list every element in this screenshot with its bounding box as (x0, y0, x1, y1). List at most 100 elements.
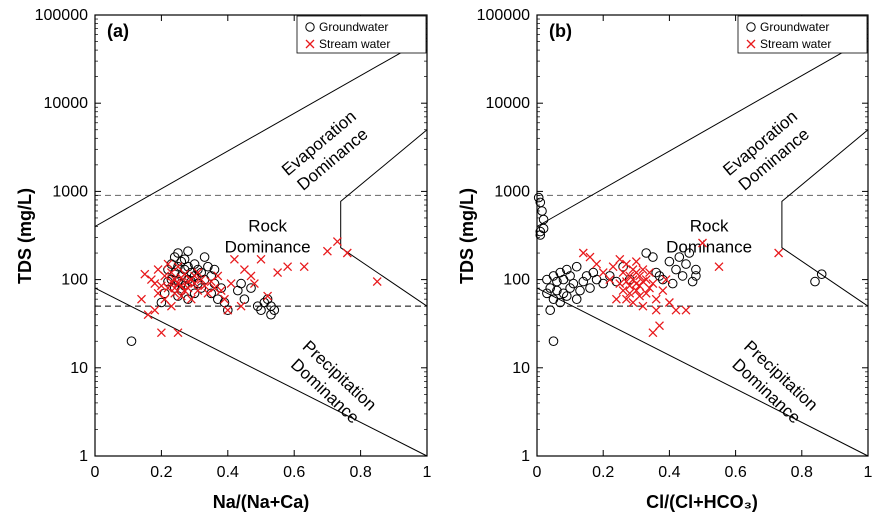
panel-b-plot-area: EvaporationDominance Rock Dominance Precipi… (477, 7, 873, 481)
panel-b-xlabel: Cl/(Cl+HCO₃) (646, 492, 758, 512)
panel-b-groundwater-point (691, 271, 701, 281)
panel-b-legend-groundwater-marker (746, 22, 756, 32)
panel-b-stream-water-point (651, 294, 661, 304)
panel-a-groundwater-point (199, 252, 210, 262)
panel-b-groundwater-point (674, 252, 685, 262)
panel-b-stream-water-point (658, 286, 668, 296)
panel-a-envelope-inner (340, 129, 428, 307)
panel-b-ytick-label: 10 (512, 360, 530, 377)
panel-b-ylabel: TDS (mg/L) (457, 188, 477, 284)
panel-a-stream-water-point (173, 262, 183, 272)
panel-b-stream-water-point (638, 265, 648, 275)
panel-a-groundwater-point (269, 305, 280, 316)
panel-a-ytick-label: 10000 (44, 95, 89, 112)
panel-b-groundwater-point (545, 283, 556, 293)
panel-a-frame (94, 14, 428, 457)
panel-a-stream-water-point (150, 305, 160, 315)
panel-a-envelope-lower (94, 287, 428, 457)
panel-b-stream-water-point (714, 262, 724, 272)
panel-a-stream-water-point (226, 279, 236, 289)
panel-b-groundwater-point (667, 278, 678, 289)
panel-b-stream-water-point (635, 271, 645, 281)
panel-a-stream-water-point (140, 269, 150, 279)
panel-a-stream-water-point (246, 271, 256, 281)
panel-b-groundwater-point (568, 278, 579, 289)
panel-a-stream-water-point (216, 286, 226, 296)
panel-b-groundwater-point (552, 276, 562, 287)
panel-b-stream-water-point (661, 275, 671, 285)
panel-a-groundwater-point (206, 288, 216, 299)
panel-b-stream-water-point (635, 291, 645, 301)
panel-b-stream-water-point (641, 275, 651, 285)
panel-b-legend: Groundwater Stream water (737, 15, 868, 54)
panel-b-groundwater-point (542, 274, 552, 285)
panel-b-stream-water-point (615, 254, 625, 264)
panel-b-groundwater-point (687, 276, 698, 287)
panel-b-xtick-label: 0.8 (791, 464, 813, 481)
panel-b-groundwater-point (535, 230, 546, 240)
panel-b-groundwater-point (810, 276, 820, 287)
panel-b-envelope-upper (536, 37, 869, 227)
panel-b-stream-water-point (605, 275, 615, 285)
panel-a-groundwater-point (173, 261, 183, 272)
panel-a-groundwater-point (196, 283, 206, 293)
panel-a-stream-water-point (143, 310, 153, 320)
panel-b-stream-water-point (631, 286, 641, 296)
panel-a-groundwater-point (176, 256, 187, 267)
panel-a-plot-area: EvaporationDominance Rock Dominance Precipi… (35, 7, 432, 481)
panel-a-xtick-label: 1 (423, 464, 432, 481)
panel-b-stream-water-point (681, 305, 691, 315)
panel-b-region-label: PrecipitationDominance (726, 337, 822, 430)
panel-b-stream-water-point (625, 288, 635, 298)
panel-a-stream-water-point (156, 328, 166, 338)
panel-b-groundwater-point (664, 256, 675, 267)
panel-a-stream-water-point (196, 275, 206, 285)
panel-a-groundwater-point (173, 248, 183, 258)
panel-a-stream-water-point (170, 283, 180, 293)
panel-b-stream-water-point (625, 281, 635, 291)
panel-a-stream-water-point (322, 246, 332, 256)
panel-a-stream-water-point (220, 294, 229, 304)
panel-a-stream-water-point (190, 279, 200, 289)
panel-b-groundwater-point (533, 192, 544, 203)
panel-a-ylabel: TDS (mg/L) (15, 188, 35, 284)
panel-b-stream-water-point (638, 301, 648, 311)
panel-b-groundwater-point (816, 269, 827, 280)
panel-a-region-label: PrecipitationDominance (284, 337, 380, 430)
panel-b-xtick-label: 0.4 (658, 464, 680, 481)
panel-a-stream-water-point (332, 237, 342, 247)
panel-b-stream-water-point (592, 259, 602, 269)
panel-b-frame (536, 14, 869, 457)
panel-b: EvaporationDominance Rock Dominance Precipi… (457, 7, 873, 512)
panel-b-groundwater-point (658, 274, 668, 285)
panel-a-xtick-label: 0.4 (217, 464, 239, 481)
panel-b-ytick-label: 1 (521, 448, 530, 465)
panel-b-xtick-label: 0 (533, 464, 542, 481)
panel-b-groundwater-point (578, 276, 589, 287)
panel-b-envelope-lower (536, 287, 869, 457)
panel-b-groundwater-point (571, 261, 582, 272)
panel-a-region-label: Rock Dominance (225, 216, 311, 256)
panel-a-groundwater-point (216, 283, 226, 293)
panel-b-stream-water-point (655, 321, 664, 331)
panel-a-groundwater-point (126, 336, 137, 347)
panel-b-region-label: EvaporationDominance (719, 107, 814, 196)
panel-a-stream-water-point (210, 283, 219, 293)
panel-b-stream-water-point (621, 259, 631, 269)
panel-a-stream-water-point (160, 294, 170, 304)
panel-b-legend-box (737, 15, 868, 54)
panel-a-stream-water-point (180, 269, 190, 279)
panel-b-stream-water-point (641, 288, 651, 298)
panel-a-groundwater-point (163, 264, 173, 275)
panel-a-stream-water-point (176, 291, 186, 301)
panel-a-xtick-label: 0.6 (283, 464, 305, 481)
panel-b-label: (b) (549, 21, 572, 41)
panel-b-stream-water-point (698, 238, 707, 248)
panel-a-stream-water-point (193, 268, 203, 278)
panel-b-stream-water-point (611, 294, 621, 304)
panel-a-envelope-upper (94, 37, 428, 227)
panel-b-stream-water-point (774, 248, 784, 258)
panel-a-stream-water-point (273, 268, 283, 278)
panel-a-label: (a) (107, 21, 129, 41)
